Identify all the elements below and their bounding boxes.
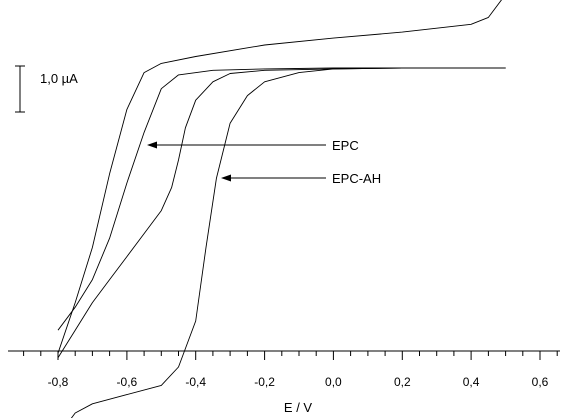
x-tick-label: 0,0 (325, 375, 342, 389)
curves (57, 0, 506, 418)
series-epc-ah-forward (70, 67, 506, 418)
scale-bar: 1,0 µA (15, 65, 78, 113)
series-epc-ah-reverse (57, 0, 502, 354)
annotation-label-epc-ah: EPC-AH (332, 171, 381, 186)
x-tick-label: -0,8 (48, 375, 69, 389)
series-epc-reverse (57, 67, 506, 331)
x-tick-label: 0,4 (463, 375, 480, 389)
annotation-label-epc: EPC (332, 138, 359, 153)
annotation-epc-ah: EPC-AH (221, 171, 381, 186)
x-tick-label: 0,2 (394, 375, 411, 389)
x-tick-label: 0,6 (532, 375, 549, 389)
x-axis: -0,8 -0,6 -0,4 -0,2 0,0 0,2 0,4 0,6 (8, 350, 560, 389)
x-axis-label: E / V (284, 400, 313, 415)
x-tick-label: -0,6 (117, 375, 138, 389)
arrow-head-epc-ah (221, 174, 231, 182)
x-tick-label: -0,4 (185, 375, 206, 389)
x-tick-label: -0,2 (254, 375, 275, 389)
series-epc-forward (57, 67, 506, 359)
arrow-head-epc (147, 141, 157, 149)
scale-bar-label: 1,0 µA (40, 71, 78, 86)
annotation-epc: EPC (147, 138, 359, 153)
